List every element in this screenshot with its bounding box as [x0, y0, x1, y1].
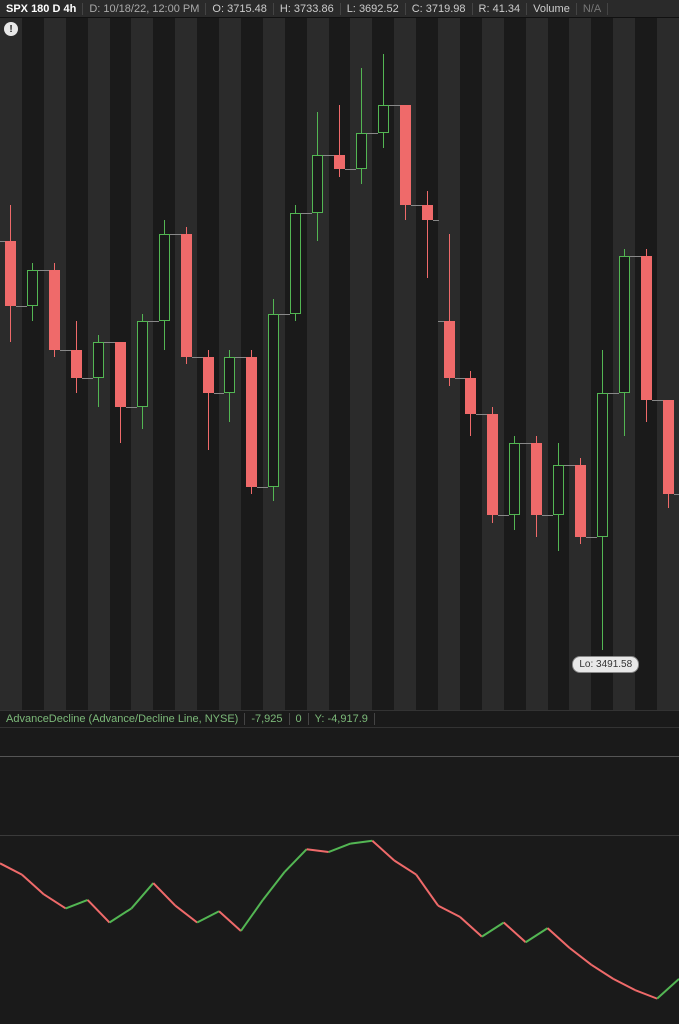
open-tick: [547, 515, 553, 516]
date-segment: D: 10/18/22, 12:00 PM: [83, 3, 206, 15]
candle-body[interactable]: [224, 357, 235, 393]
candle-body[interactable]: [137, 321, 148, 408]
indicator-v1: -7,925: [245, 713, 289, 725]
chart-stripe: [153, 18, 175, 710]
chart-stripe: [569, 18, 591, 710]
chart-stripe: [657, 18, 679, 710]
candle-body[interactable]: [400, 105, 411, 206]
open-tick: [284, 314, 290, 315]
candle-body[interactable]: [5, 241, 16, 306]
chart-stripe: [548, 18, 570, 710]
candle-body[interactable]: [531, 443, 542, 515]
candle-body[interactable]: [334, 155, 345, 169]
candle-body[interactable]: [575, 465, 586, 537]
chart-stripe: [416, 18, 438, 710]
candle-body[interactable]: [422, 205, 433, 219]
chart-stripe: [460, 18, 482, 710]
candle-body[interactable]: [71, 350, 82, 379]
chart-stripe: [175, 18, 197, 710]
chart-stripe: [504, 18, 526, 710]
candle-body[interactable]: [181, 234, 192, 357]
open-tick: [503, 515, 509, 516]
candle-body[interactable]: [159, 234, 170, 321]
open-tick: [372, 133, 378, 134]
candle-body[interactable]: [312, 155, 323, 213]
open-tick: [613, 393, 619, 394]
volume-value: N/A: [577, 3, 608, 15]
candle-wick: [383, 54, 384, 148]
open-tick: [218, 393, 224, 394]
open-tick: [153, 321, 159, 322]
candle-body[interactable]: [290, 213, 301, 314]
advance-decline-chart[interactable]: [0, 728, 679, 1024]
candle-body[interactable]: [356, 133, 367, 169]
open-tick: [350, 169, 356, 170]
open-tick: [21, 306, 27, 307]
candle-body[interactable]: [619, 256, 630, 393]
candle-body[interactable]: [444, 321, 455, 379]
indicator-y: Y: -4,917.9: [309, 713, 375, 725]
volume-label: Volume: [527, 3, 577, 15]
ohlc-range: R: 41.34: [473, 3, 528, 15]
chart-stripe: [22, 18, 44, 710]
chart-stripe: [526, 18, 548, 710]
candle-body[interactable]: [203, 357, 214, 393]
symbol-label[interactable]: SPX 180 D 4h: [0, 3, 83, 15]
open-tick: [591, 537, 597, 538]
candle-body[interactable]: [465, 378, 476, 414]
indicator-v2: 0: [290, 713, 309, 725]
ohlc-high: H: 3733.86: [274, 3, 341, 15]
candle-body[interactable]: [115, 342, 126, 407]
candle-body[interactable]: [663, 400, 674, 494]
close-tick: [674, 494, 679, 495]
chart-stripe: [0, 18, 22, 710]
candle-body[interactable]: [49, 270, 60, 349]
candle-body[interactable]: [487, 414, 498, 515]
candle-body[interactable]: [509, 443, 520, 515]
chart-stripe: [285, 18, 307, 710]
ohlc-close: C: 3719.98: [406, 3, 473, 15]
open-tick: [87, 378, 93, 379]
indicator-header: AdvanceDecline (Advance/Decline Line, NY…: [0, 710, 679, 728]
candle-body[interactable]: [378, 105, 389, 134]
close-tick: [433, 220, 439, 221]
candle-body[interactable]: [268, 314, 279, 487]
low-price-marker: Lo: 3491.58: [572, 656, 639, 673]
candle-body[interactable]: [246, 357, 257, 487]
candle-body[interactable]: [597, 393, 608, 537]
ad-line: [0, 728, 679, 1024]
candle-wick: [427, 191, 428, 278]
candle-body[interactable]: [93, 342, 104, 378]
chart-stripe: [44, 18, 66, 710]
open-tick: [131, 407, 137, 408]
ohlc-open: O: 3715.48: [206, 3, 273, 15]
chart-stripe: [482, 18, 504, 710]
candle-body[interactable]: [27, 270, 38, 306]
alert-icon[interactable]: !: [4, 22, 18, 36]
open-tick: [262, 487, 268, 488]
chart-header: SPX 180 D 4h D: 10/18/22, 12:00 PM O: 37…: [0, 0, 679, 18]
candle-body[interactable]: [553, 465, 564, 515]
ohlc-low: L: 3692.52: [341, 3, 406, 15]
candle-body[interactable]: [641, 256, 652, 400]
candlestick-chart[interactable]: ! Lo: 3491.58: [0, 18, 679, 710]
open-tick: [306, 213, 312, 214]
indicator-name[interactable]: AdvanceDecline (Advance/Decline Line, NY…: [0, 713, 245, 725]
